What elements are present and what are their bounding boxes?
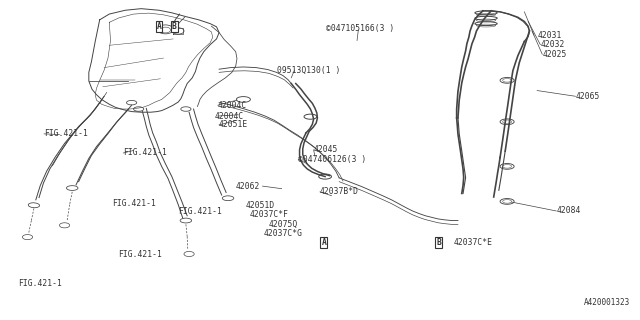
Text: 42037B*D: 42037B*D (320, 188, 359, 196)
Text: 42004C: 42004C (214, 112, 244, 121)
Text: FIG.421-1: FIG.421-1 (178, 207, 222, 216)
Text: 42062: 42062 (236, 182, 260, 191)
Text: A420001323: A420001323 (584, 298, 630, 307)
Text: A: A (321, 238, 326, 247)
Text: 42051D: 42051D (246, 201, 275, 210)
Text: FIG.421-1: FIG.421-1 (19, 279, 63, 288)
Text: 42004C: 42004C (218, 101, 247, 110)
Text: 42025: 42025 (542, 50, 566, 59)
Text: A: A (157, 22, 161, 31)
Text: 42037C*E: 42037C*E (454, 238, 493, 247)
Text: 42075Q: 42075Q (269, 220, 298, 229)
Text: ©047406126(3 ): ©047406126(3 ) (298, 155, 367, 164)
Text: B: B (172, 22, 177, 31)
Text: 42031: 42031 (537, 31, 561, 40)
Text: 42045: 42045 (314, 145, 338, 154)
Text: 42084: 42084 (556, 206, 580, 215)
Text: 42051E: 42051E (219, 120, 248, 130)
Text: 42037C*F: 42037C*F (250, 210, 289, 219)
Text: B: B (436, 238, 441, 247)
Text: FIG.421-1: FIG.421-1 (124, 148, 167, 157)
Text: FIG.421-1: FIG.421-1 (112, 199, 156, 208)
Text: FIG.421-1: FIG.421-1 (118, 251, 162, 260)
Text: 42037C*G: 42037C*G (264, 229, 303, 238)
Text: ©047105166(3 ): ©047105166(3 ) (326, 24, 395, 33)
Text: 42065: 42065 (575, 92, 600, 101)
Text: 09513Q130(1 ): 09513Q130(1 ) (276, 66, 340, 75)
Text: 42032: 42032 (540, 40, 564, 49)
Text: FIG.421-1: FIG.421-1 (44, 129, 88, 138)
